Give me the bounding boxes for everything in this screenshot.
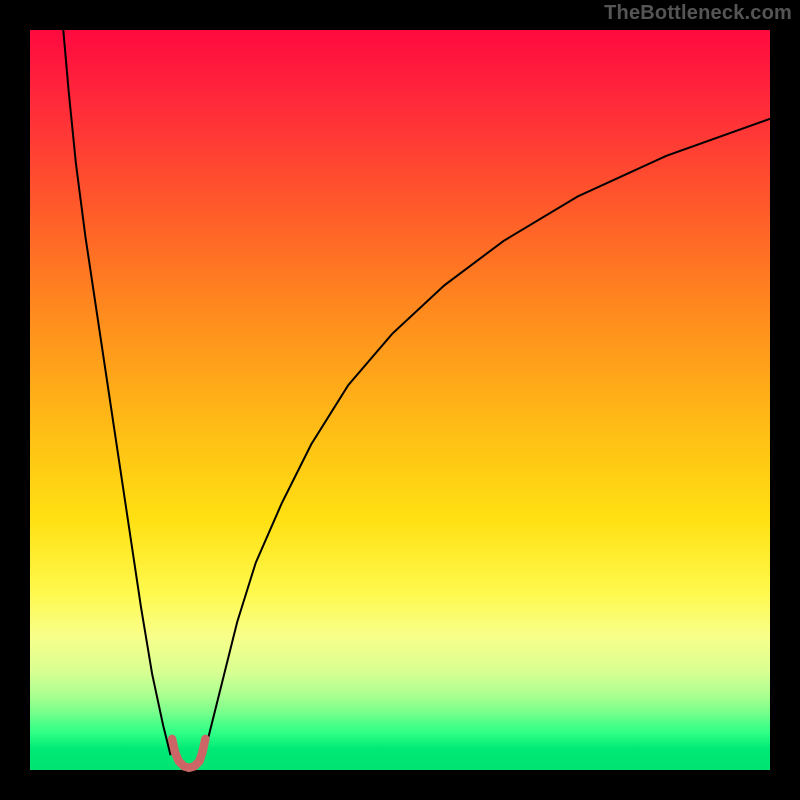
plot-background	[30, 30, 770, 770]
chart-stage: TheBottleneck.com	[0, 0, 800, 800]
watermark-text: TheBottleneck.com	[604, 2, 792, 25]
bottleneck-curve-chart	[0, 0, 800, 800]
